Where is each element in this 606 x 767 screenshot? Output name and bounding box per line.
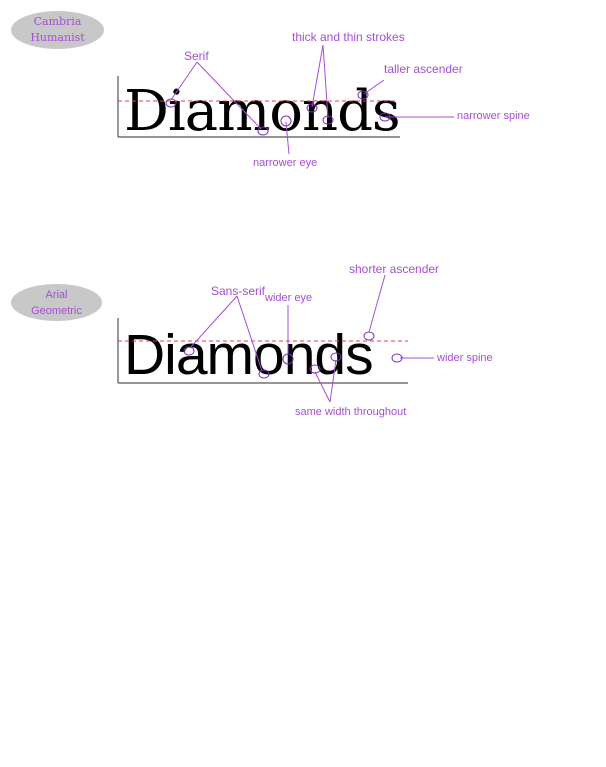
top-leader-lines xyxy=(170,44,454,155)
label-wider-spine: wider spine xyxy=(437,352,493,364)
marker-sans-d xyxy=(183,346,195,356)
label-same-width-throughout: same width throughout xyxy=(295,406,407,418)
marker-thick-stroke xyxy=(306,103,318,113)
badge-typeface-name: Cambria xyxy=(33,15,82,28)
label-narrower-spine: narrower spine xyxy=(457,110,530,122)
marker-uniform-stroke-2 xyxy=(330,352,342,362)
typeface-badge-cambria: Cambria Humanist xyxy=(11,11,104,49)
marker-ascender-d xyxy=(363,331,375,341)
marker-serif-d xyxy=(165,98,177,108)
typeface-badge-arial: Arial Geometric xyxy=(11,284,102,321)
top-markers xyxy=(165,90,391,136)
bottom-markers xyxy=(183,331,403,379)
marker-spine-s xyxy=(391,353,403,363)
marker-spine-s xyxy=(379,112,391,122)
label-narrower-eye: narrower eye xyxy=(253,157,318,169)
top-axis xyxy=(117,76,400,138)
marker-thin-stroke xyxy=(322,115,334,125)
sample-word-serif: Diamonds xyxy=(124,79,401,144)
marker-sans-m xyxy=(258,369,270,379)
label-shorter-ascender: shorter ascender xyxy=(349,262,440,276)
bottom-leader-lines xyxy=(189,274,434,403)
marker-eye-o xyxy=(282,353,294,365)
badge-typeface-name: Arial xyxy=(45,288,68,301)
label-serif: Serif xyxy=(184,49,209,63)
badge-classification: Humanist xyxy=(30,31,85,44)
marker-ascender-d xyxy=(357,90,369,100)
label-taller-ascender: taller ascender xyxy=(384,62,463,76)
marker-serif-m xyxy=(257,126,269,136)
label-wider-eye: wider eye xyxy=(265,292,313,304)
label-thick-thin-strokes: thick and thin strokes xyxy=(292,30,405,44)
marker-eye-o xyxy=(280,115,292,127)
bottom-axis xyxy=(117,318,408,384)
marker-uniform-stroke-1 xyxy=(309,364,321,374)
badge-classification: Geometric xyxy=(31,304,82,317)
label-sans-serif: Sans-serif xyxy=(211,284,266,298)
